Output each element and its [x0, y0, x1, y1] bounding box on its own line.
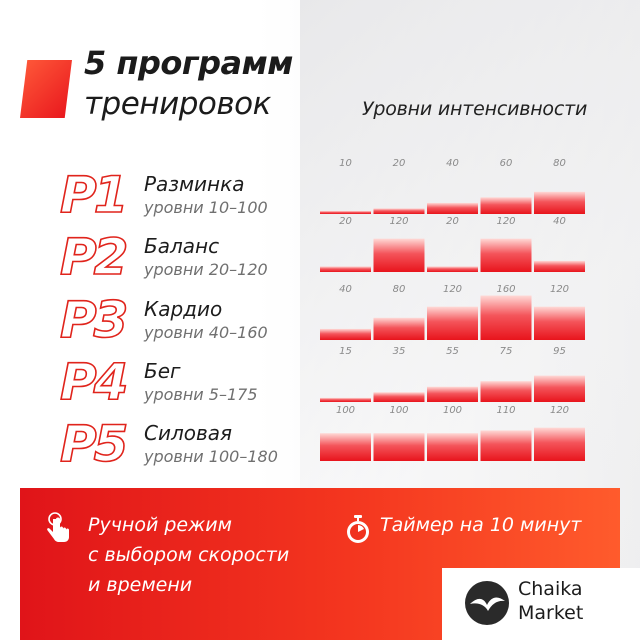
intensity-bar-p2-1 [320, 266, 371, 272]
intensity-bar-p1-1 [320, 211, 371, 214]
stopwatch-icon [347, 515, 369, 543]
seagull-logo-icon [465, 581, 509, 625]
program-p1: P1 Разминка уровни 10–100 [59, 165, 310, 228]
intensity-bar-p2-2 [373, 238, 425, 272]
manual-line-2: с выбором скорости [88, 544, 290, 566]
intensity-label-p4-2: 35 [393, 346, 406, 357]
intensity-bar-p4-2 [373, 392, 425, 402]
program-levels: уровни 5–175 [144, 385, 258, 404]
intensity-label-p1-4: 60 [500, 158, 513, 169]
intensity-bar-p1-4 [480, 197, 532, 214]
program-name: Бег [144, 359, 181, 383]
title-line-2: тренировок [84, 86, 271, 122]
intensity-bar-p2-4 [480, 238, 532, 272]
intensity-bar-p3-4 [480, 295, 532, 340]
program-p5: P5 Силовая уровни 100–180 [59, 414, 310, 477]
intensity-label-p1-3: 40 [446, 158, 459, 169]
intensity-label-p4-4: 75 [500, 346, 513, 357]
intensity-label-p2-4: 120 [496, 216, 515, 227]
program-name: Кардио [144, 297, 223, 321]
manual-mode-text: Ручной режим с выбором скорости и времен… [88, 510, 338, 600]
intensity-bar-p5-3 [427, 433, 478, 461]
hand-pointer-icon [47, 512, 69, 542]
intensity-bar-p4-1 [320, 397, 371, 402]
program-code: P1 [59, 165, 129, 225]
intensity-bar-p5-1 [320, 433, 371, 461]
intensity-bar-p5-4 [480, 430, 532, 461]
intensity-bar-p4-5 [534, 375, 585, 402]
intensity-label-p5-4: 110 [496, 405, 515, 416]
program-levels: уровни 10–100 [144, 198, 268, 217]
intensity-label-p2-1: 20 [339, 216, 352, 227]
intensity-label-p3-1: 40 [339, 284, 352, 295]
intensity-bar-p2-3 [427, 266, 478, 272]
brand-name-line-1: Chaika [518, 578, 583, 600]
manual-line-3: и времени [88, 574, 193, 596]
program-name: Силовая [144, 421, 233, 445]
program-p3: P3 Кардио уровни 40–160 [59, 290, 310, 353]
manual-line-1: Ручной режим [88, 514, 232, 536]
intensity-bar-p3-5 [534, 306, 585, 340]
intensity-label-p1-5: 80 [553, 158, 566, 169]
program-levels: уровни 20–120 [144, 260, 268, 279]
program-name: Баланс [144, 234, 220, 258]
intensity-label-p4-3: 55 [446, 346, 459, 357]
intensity-label-p4-1: 15 [339, 346, 352, 357]
intensity-label-p3-4: 160 [496, 284, 515, 295]
intensity-label-p3-5: 120 [550, 284, 569, 295]
program-p4: P4 Бег уровни 5–175 [59, 352, 310, 415]
intensity-bar-p1-2 [373, 208, 425, 214]
intensity-label-p3-2: 80 [393, 284, 406, 295]
title-line-1: 5 программ [84, 44, 293, 82]
intensity-bar-p3-1 [320, 328, 371, 340]
intensity-bar-p1-5 [534, 191, 585, 214]
brand-name-line-2: Market [518, 602, 584, 624]
program-code: P3 [59, 290, 129, 350]
intensity-label-p1-2: 20 [393, 158, 406, 169]
intensity-label-p5-2: 100 [389, 405, 408, 416]
program-code: P2 [59, 227, 129, 287]
intensity-bar-p5-2 [373, 433, 425, 461]
intensity-bar-p3-2 [373, 317, 425, 340]
intensity-bar-p3-3 [427, 306, 478, 340]
brand-badge: Chaika Market [442, 568, 640, 640]
intensity-bar-p1-3 [427, 202, 478, 214]
intensity-bar-p4-3 [427, 386, 478, 402]
program-levels: уровни 40–160 [144, 323, 268, 342]
chart-title: Уровни интенсивности [362, 98, 588, 120]
program-p2: P2 Баланс уровни 20–120 [59, 227, 310, 290]
intensity-bar-p5-5 [534, 427, 585, 461]
program-code: P5 [59, 414, 129, 474]
intensity-label-p4-5: 95 [553, 346, 566, 357]
program-name: Разминка [144, 172, 245, 196]
intensity-label-p2-5: 40 [553, 216, 566, 227]
intensity-label-p2-3: 20 [446, 216, 459, 227]
timer-text: Таймер на 10 минут [380, 514, 582, 536]
red-accent-shape [20, 60, 72, 118]
intensity-label-p3-3: 120 [443, 284, 462, 295]
intensity-bar-p2-5 [534, 260, 585, 272]
intensity-label-p2-2: 120 [389, 216, 408, 227]
program-levels: уровни 100–180 [144, 447, 278, 466]
intensity-label-p5-5: 120 [550, 405, 569, 416]
intensity-bar-p4-4 [480, 381, 532, 402]
intensity-label-p1-1: 10 [339, 158, 352, 169]
intensity-label-p5-3: 100 [443, 405, 462, 416]
intensity-label-p5-1: 100 [336, 405, 355, 416]
program-code: P4 [59, 352, 129, 412]
